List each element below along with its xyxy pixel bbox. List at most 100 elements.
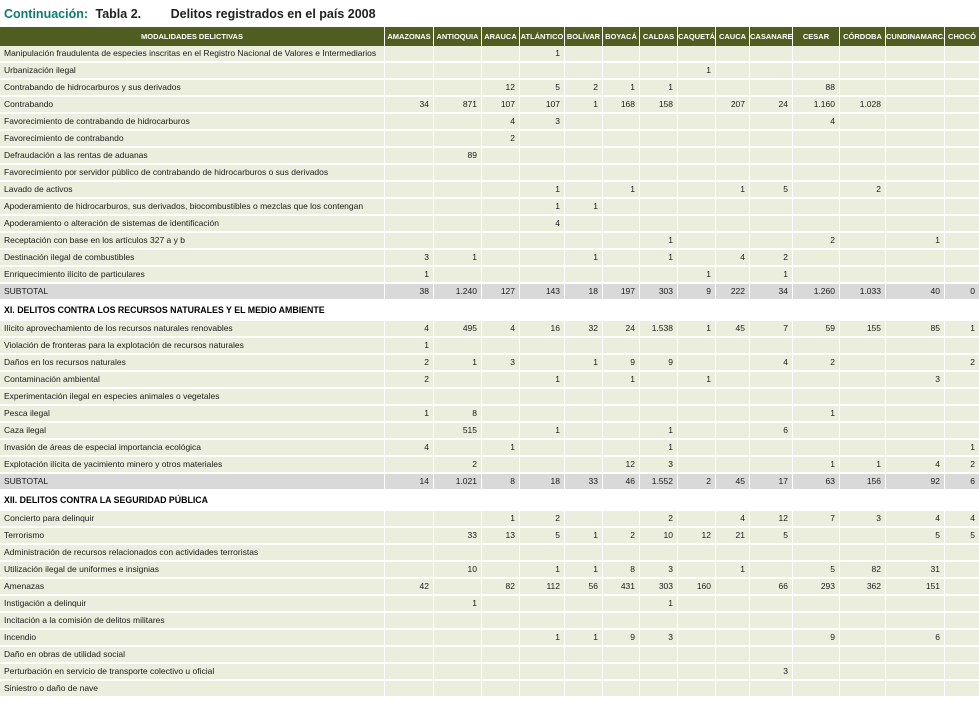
value-cell [945,80,979,97]
value-cell [603,511,640,528]
value-cell: 6 [886,630,945,647]
value-cell [840,250,886,267]
value-cell [840,165,886,182]
value-cell [565,457,603,474]
value-cell: 303 [640,579,678,596]
value-cell [603,545,640,562]
value-cell [716,596,750,613]
table-row: Receptación con base en los artículos 32… [0,233,979,250]
value-cell: 1.021 [434,474,482,491]
value-cell: 1 [678,63,716,80]
value-cell [385,148,434,165]
value-cell [945,681,979,698]
table-caption: Continuación: Tabla 2. Delitos registrad… [0,0,979,27]
value-cell [678,423,716,440]
value-cell [945,46,979,63]
value-cell [840,80,886,97]
value-cell: 160 [678,579,716,596]
value-cell [678,457,716,474]
value-cell: 3 [840,511,886,528]
value-cell: 82 [482,579,520,596]
value-cell: 4 [945,511,979,528]
value-cell: 2 [385,372,434,389]
value-cell: 4 [482,114,520,131]
header-row: MODALIDADES DELICTIVAS AMAZONAS ANTIOQUIA A… [0,27,979,46]
section-header-row: XII. DELITOS CONTRA LA SEGURIDAD PÚBLICA [0,491,979,511]
value-cell [886,440,945,457]
value-cell [434,647,482,664]
value-cell [716,647,750,664]
table-row: Daño en obras de utilidad social [0,647,979,664]
value-cell [678,664,716,681]
value-cell [750,338,793,355]
value-cell: 1 [640,250,678,267]
value-cell: 7 [750,321,793,338]
row-label: Utilización ilegal de uniformes e insign… [0,562,385,579]
value-cell [716,131,750,148]
value-cell [793,63,840,80]
value-cell: 431 [603,579,640,596]
value-cell [385,528,434,545]
value-cell [520,233,565,250]
value-cell [945,250,979,267]
column-header-caqueta: CAQUETÁ [678,27,716,46]
value-cell [886,165,945,182]
value-cell [716,233,750,250]
value-cell [840,423,886,440]
section-header-row: XI. DELITOS CONTRA LOS RECURSOS NATURALE… [0,301,979,321]
value-cell [793,389,840,406]
value-cell [716,148,750,165]
column-header-choco: CHOCÓ [945,27,979,46]
value-cell [640,63,678,80]
value-cell [750,148,793,165]
table-row: Utilización ilegal de uniformes e insign… [0,562,979,579]
value-cell: 85 [886,321,945,338]
value-cell [945,423,979,440]
value-cell [945,63,979,80]
value-cell [886,681,945,698]
value-cell [482,630,520,647]
value-cell [793,440,840,457]
value-cell [840,647,886,664]
value-cell [603,114,640,131]
value-cell [840,406,886,423]
value-cell [793,216,840,233]
value-cell [520,545,565,562]
value-cell: 12 [603,457,640,474]
value-cell [945,579,979,596]
value-cell: 66 [750,579,793,596]
value-cell [945,97,979,114]
table-row: Enriquecimiento ilícito de particulares 1… [0,267,979,284]
value-cell [750,199,793,216]
value-cell [886,338,945,355]
value-cell [603,165,640,182]
value-cell [840,233,886,250]
value-cell [434,46,482,63]
value-cell [678,647,716,664]
value-cell [945,165,979,182]
value-cell [520,681,565,698]
value-cell: 4 [385,440,434,457]
value-cell [840,148,886,165]
value-cell: 1 [434,596,482,613]
column-header-cauca: CAUCA [716,27,750,46]
value-cell [840,613,886,630]
value-cell [482,148,520,165]
value-cell: 46 [603,474,640,491]
value-cell [385,131,434,148]
value-cell: 2 [565,80,603,97]
table-row: Ilícito aprovechamiento de los recursos … [0,321,979,338]
row-label: Instigación a delinquir [0,596,385,613]
table-row: Perturbación en servicio de transporte c… [0,664,979,681]
row-label: Explotación ilícita de yacimiento minero… [0,457,385,474]
value-cell [840,216,886,233]
value-cell: 1 [520,630,565,647]
value-cell [886,182,945,199]
value-cell: 3 [886,372,945,389]
value-cell [482,63,520,80]
value-cell: 1 [520,562,565,579]
value-cell [945,664,979,681]
value-cell [482,165,520,182]
value-cell [716,389,750,406]
